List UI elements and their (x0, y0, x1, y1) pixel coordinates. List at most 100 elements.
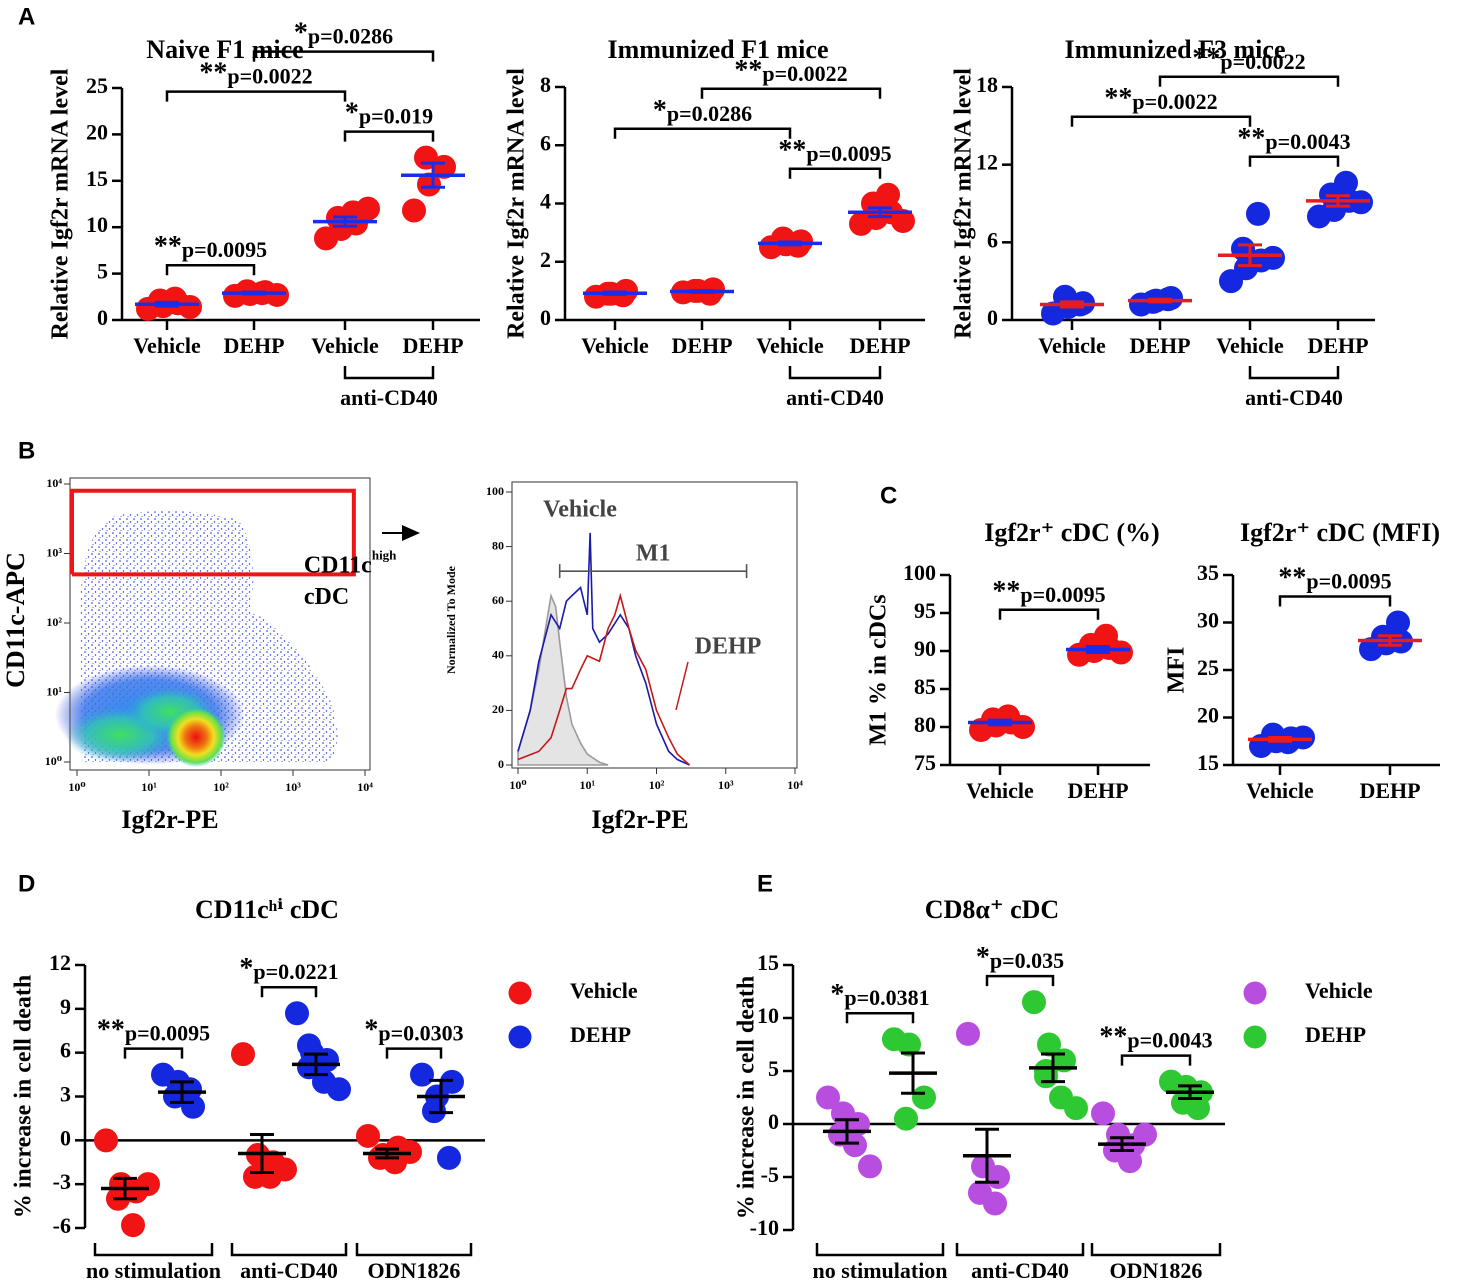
group-bracket (93, 1243, 214, 1257)
p-value: p=0.019 (359, 104, 433, 129)
stars: ** (1192, 43, 1220, 74)
legend-label: Vehicle (570, 978, 638, 1003)
p-value: p=0.0022 (762, 61, 847, 86)
histogram-line (517, 592, 691, 766)
data-point (402, 198, 426, 223)
data-point (1386, 610, 1410, 635)
y-tick-label: 10 (86, 212, 108, 237)
y-tick-label: 30 (1197, 608, 1219, 633)
data-point (273, 1157, 297, 1182)
p-value: p=0.0022 (1132, 89, 1217, 114)
group-label: no stimulation (812, 1258, 947, 1283)
y-tick-label: 5 (768, 1056, 779, 1081)
data-point (356, 1123, 380, 1148)
stars: ** (1104, 83, 1132, 114)
significance-label: *p=0.0286 (653, 95, 752, 126)
plot-frame (69, 477, 371, 771)
x-tick-label: Vehicle (966, 778, 1034, 803)
x-tick-label: DEHP (849, 333, 910, 358)
stars: ** (97, 1015, 125, 1046)
y-tick-label: 12 (976, 150, 998, 175)
data-point (1022, 990, 1046, 1015)
y-tick-label: 8 (540, 72, 551, 97)
y-tick-label: 6 (987, 227, 998, 252)
data-point (1109, 640, 1133, 665)
p-value: p=0.0095 (1306, 569, 1391, 594)
significance-bracket (260, 985, 318, 998)
group-bracket (955, 1243, 1085, 1257)
y-tick-label: 0 (987, 305, 998, 330)
y-tick-label: 100 (903, 560, 936, 585)
significance-bracket (1070, 115, 1252, 127)
p-value: p=0.035 (990, 948, 1064, 973)
significance-label: **p=0.0022 (199, 58, 312, 89)
group-bracket (230, 1243, 348, 1257)
y-axis-label: Relative Igf2r mRNA level (48, 68, 74, 339)
group-label: anti-CD40 (240, 1258, 338, 1283)
significance-bracket (343, 130, 435, 142)
x-tick-label: Vehicle (756, 333, 824, 358)
significance-label: **p=0.0095 (97, 1015, 210, 1046)
legend-swatch (508, 981, 532, 1005)
significance-label: *p=0.019 (345, 98, 433, 129)
data-point (285, 1001, 309, 1026)
legend-swatch (1243, 981, 1267, 1005)
data-point (816, 1085, 840, 1110)
y-tick-label: 6 (60, 1038, 71, 1063)
legend-label: DEHP (1305, 1022, 1366, 1047)
p-value: p=0.0022 (1220, 49, 1305, 74)
data-point (983, 1191, 1007, 1216)
legend-label: DEHP (570, 1022, 631, 1047)
y-tick-label: 9 (60, 994, 71, 1019)
p-value: p=0.0043 (1265, 129, 1350, 154)
y-tick-label: 10³ (46, 545, 62, 559)
y-tick-label: 0 (498, 757, 504, 771)
data-point (1261, 245, 1285, 270)
p-value: p=0.0043 (1127, 1028, 1212, 1053)
data-point (843, 1133, 867, 1158)
group-bracket (788, 366, 882, 380)
x-tick-label: Vehicle (1038, 333, 1106, 358)
x-tick-label: DEHP (223, 333, 284, 358)
y-tick-label: -10 (750, 1215, 779, 1240)
series-label: DEHP (695, 634, 762, 660)
data-point (1291, 725, 1315, 750)
significance-bracket (123, 1047, 184, 1059)
y-tick-label: 0 (60, 1125, 71, 1150)
y-tick-label: 35 (1197, 560, 1219, 585)
x-tick-label: DEHP (1129, 333, 1190, 358)
y-tick-label: -6 (53, 1213, 71, 1238)
significance-bracket (165, 90, 347, 102)
data-point (417, 172, 441, 197)
group-label: ODN1826 (1110, 1258, 1203, 1283)
legend-swatch (508, 1025, 532, 1049)
y-axis-label: Relative Igf2r mRNA level (504, 68, 530, 339)
x-axis-label: Igf2r-PE (591, 805, 688, 834)
histogram-area (517, 592, 609, 766)
p-value: p=0.0095 (1020, 582, 1105, 607)
chart-title: Igf2r⁺ cDC (%) (984, 518, 1159, 547)
x-tick-label: 10⁴ (787, 778, 803, 792)
p-value: p=0.0095 (806, 141, 891, 166)
y-axis-label: CD11c-APC (1, 552, 30, 688)
x-axis-label: Igf2r-PE (121, 805, 218, 834)
y-tick-label: 15 (86, 166, 108, 191)
y-tick-label: 15 (1197, 750, 1219, 775)
significance-label: **p=0.0043 (1237, 123, 1350, 154)
significance-label: **p=0.0022 (1192, 43, 1305, 74)
marker-gate (558, 564, 748, 579)
data-point (94, 1128, 118, 1153)
y-tick-label: 95 (914, 598, 936, 623)
gate-label: CD11chigh (304, 547, 397, 578)
panel-letter: C (880, 482, 897, 509)
data-point (1091, 1101, 1115, 1126)
y-axis-label: % increase in cell death (734, 976, 760, 1220)
stars: * (294, 18, 308, 49)
y-tick-label: 15 (757, 950, 779, 975)
significance-label: **p=0.0095 (778, 135, 891, 166)
gate-label-line2: cDC (304, 584, 349, 610)
data-point (894, 1106, 918, 1131)
y-tick-label: 20 (1197, 703, 1219, 728)
panel-letter: B (18, 437, 35, 464)
